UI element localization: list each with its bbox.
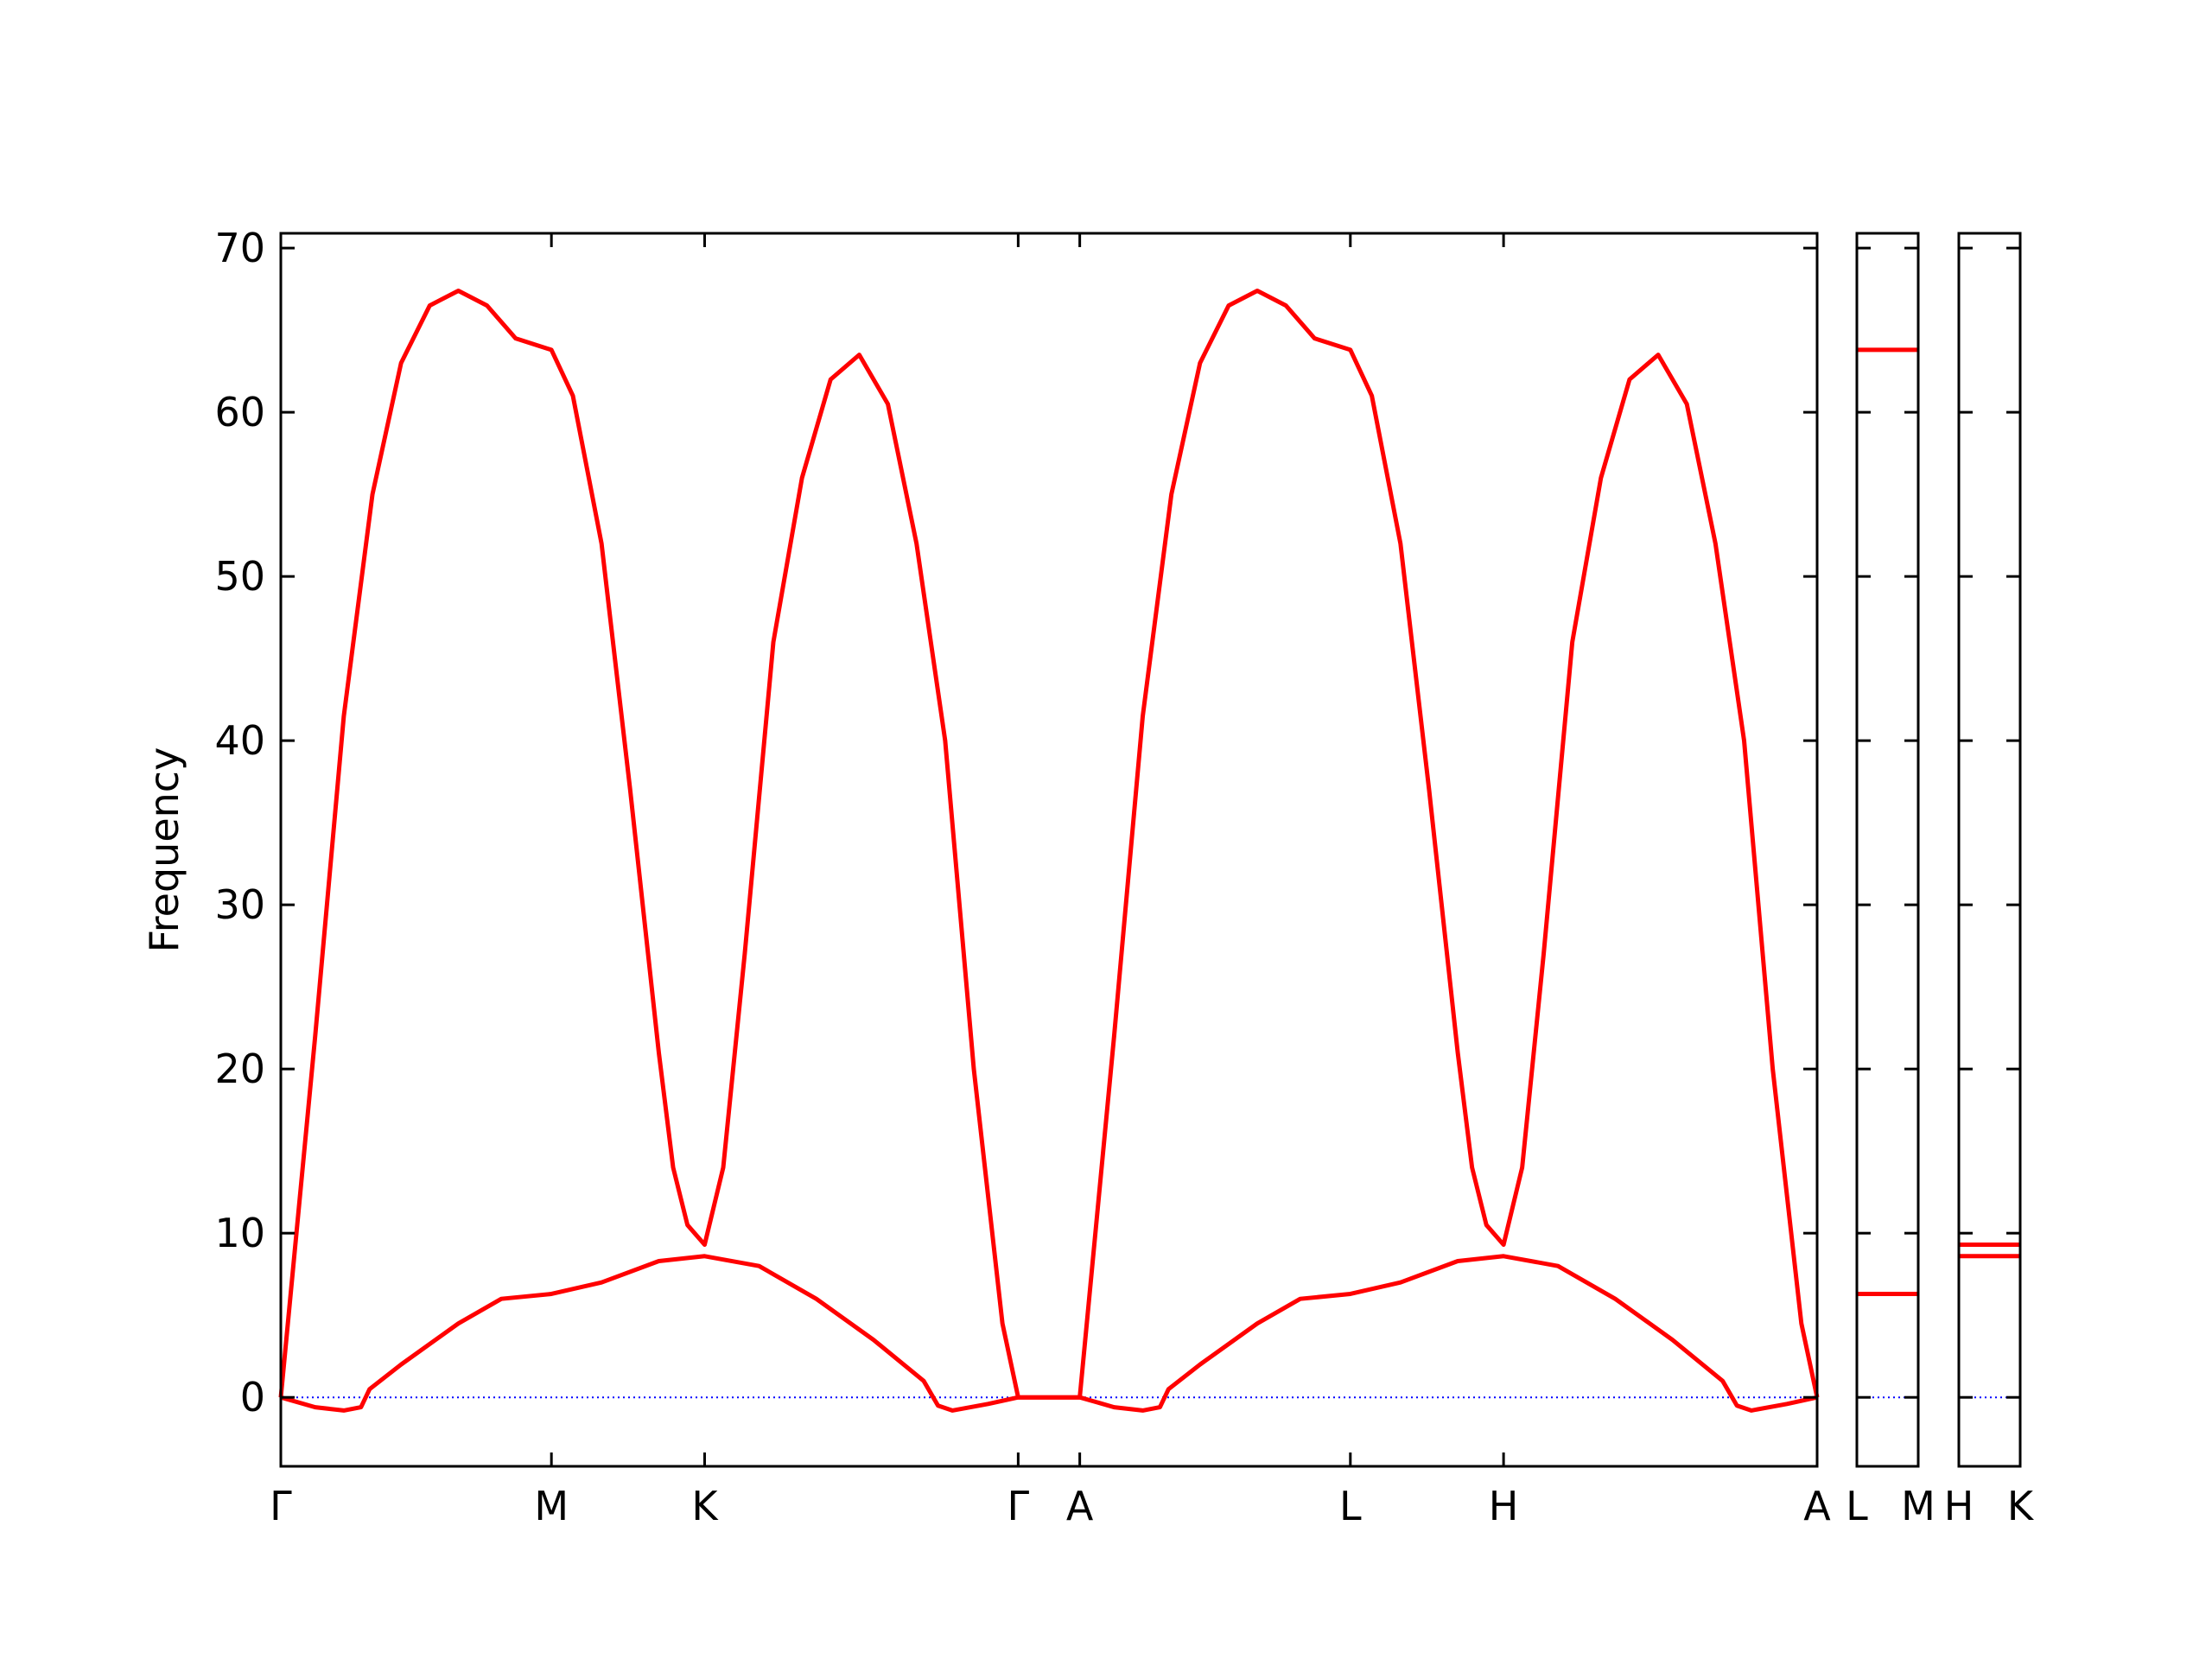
band-line bbox=[278, 289, 1820, 1400]
y-tick-label: 50 bbox=[214, 553, 265, 600]
x-tick-label: K bbox=[691, 1483, 719, 1529]
band-line bbox=[280, 1254, 1818, 1413]
y-tick-label: 60 bbox=[214, 389, 265, 435]
plot-frame bbox=[1957, 232, 2022, 1468]
y-axis-label: Frequency bbox=[141, 747, 188, 953]
y-tick-label: 70 bbox=[214, 225, 265, 271]
x-tick-label: K bbox=[2007, 1483, 2035, 1529]
y-tick-label: 40 bbox=[214, 717, 265, 764]
x-tick-label: L bbox=[1339, 1483, 1362, 1529]
x-tick-label: H bbox=[1489, 1483, 1519, 1529]
y-tick-label: 30 bbox=[214, 881, 265, 928]
plot-frame bbox=[1855, 232, 1920, 1468]
y-tick-label: 10 bbox=[214, 1210, 265, 1256]
x-tick-label: H bbox=[1944, 1483, 1974, 1529]
x-tick-label: L bbox=[1846, 1483, 1868, 1529]
x-tick-label: Γ bbox=[1007, 1483, 1030, 1529]
y-tick-label: 20 bbox=[214, 1046, 265, 1092]
x-tick-label: A bbox=[1066, 1483, 1094, 1529]
x-tick-label: A bbox=[1803, 1483, 1831, 1529]
plot-frame bbox=[279, 232, 1819, 1468]
x-tick-label: Γ bbox=[270, 1483, 292, 1529]
x-tick-label: M bbox=[1901, 1483, 1936, 1529]
x-tick-label: M bbox=[534, 1483, 569, 1529]
y-tick-label: 0 bbox=[240, 1374, 265, 1421]
